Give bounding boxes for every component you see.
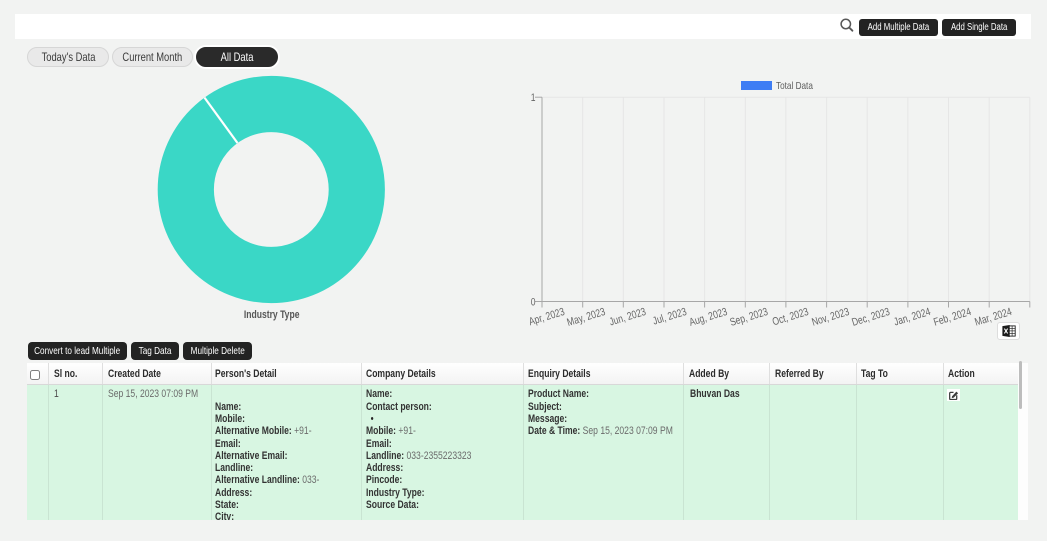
- svg-text:Jan, 2024: Jan, 2024: [893, 306, 933, 329]
- svg-text:Oct, 2023: Oct, 2023: [771, 306, 811, 329]
- svg-text:Apr, 2023: Apr, 2023: [528, 306, 567, 329]
- svg-text:Feb, 2024: Feb, 2024: [932, 306, 973, 329]
- svg-text:0: 0: [531, 296, 536, 308]
- svg-text:Jul, 2023: Jul, 2023: [651, 306, 688, 328]
- svg-text:May, 2023: May, 2023: [566, 306, 608, 329]
- svg-text:Jun, 2023: Jun, 2023: [608, 306, 648, 329]
- svg-text:Sep, 2023: Sep, 2023: [729, 306, 770, 329]
- svg-text:Dec, 2023: Dec, 2023: [851, 306, 892, 329]
- svg-text:Aug, 2023: Aug, 2023: [688, 306, 729, 329]
- svg-text:1: 1: [531, 92, 536, 104]
- svg-text:Nov, 2023: Nov, 2023: [811, 306, 852, 329]
